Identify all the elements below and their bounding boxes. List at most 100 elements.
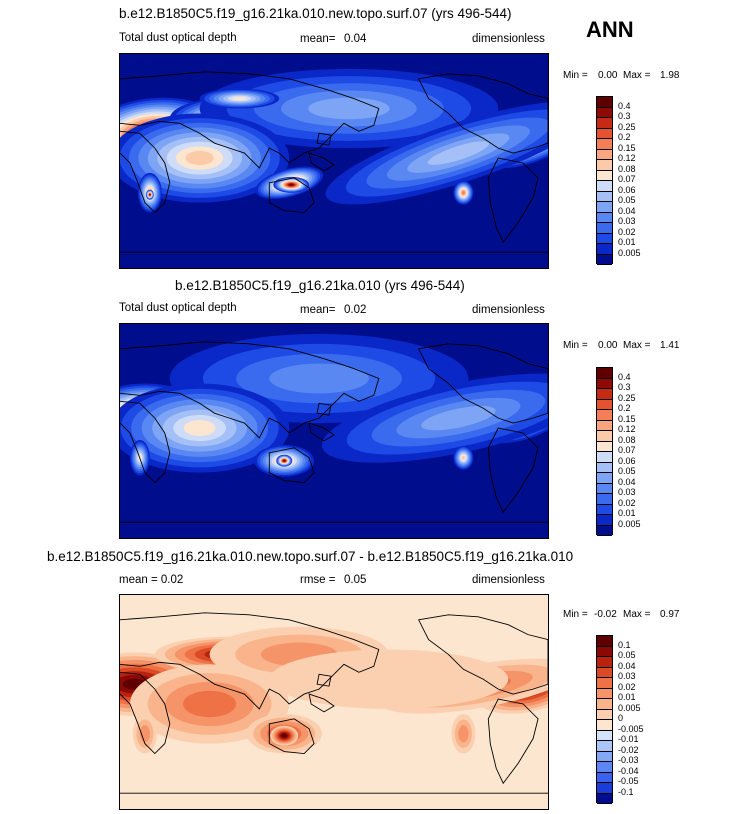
colorbar-tick-label: 0.02 [618,226,636,237]
colorbar-swatch [597,709,612,720]
coastline [268,177,315,213]
colorbar-swatch [597,483,612,494]
colorbar-tick-label: -0.04 [618,765,639,776]
coastline [120,341,380,439]
colorbar-swatch [597,525,612,536]
colorbar-tick-label: -0.01 [618,734,639,744]
colorbar-tick-label: 0.2 [618,132,631,142]
panel2-max-value: 1.41 [660,340,680,351]
panel3-mean-label: mean = 0.02 [119,574,184,586]
colorbar-tick-label: 0.06 [618,455,636,466]
colorbar-swatch [597,254,612,265]
colorbar-tick-label: 0.4 [618,371,631,382]
contour-band [427,141,490,165]
panel3-max-label: Max = [623,609,651,620]
colorbar-swatch [597,410,612,421]
coastline [308,422,335,442]
colorbar-tick-label: 0.005 [618,247,641,258]
colorbar-tick-label: 0.25 [618,121,636,132]
colorbar-tick-label: 0.04 [618,205,636,216]
colorbar-swatch [597,515,612,526]
map-field [120,324,548,538]
colorbar-tick-label: 0.2 [618,403,631,413]
coastline [120,671,171,755]
panel3-units: dimensionless [472,574,545,586]
colorbar-swatch [597,170,612,181]
colorbar-swatch [597,244,612,255]
colorbar-swatch [597,378,612,389]
panel3-title: b.e12.B1850C5.f19_g16.21ka.010.new.topo.… [47,549,574,564]
colorbar-tick-label: 0.3 [618,111,631,121]
contour-band [281,733,287,738]
contour-band [458,725,469,743]
colorbar-swatch [597,730,612,741]
colorbar-swatch [597,399,612,410]
colorbar-tick-label: 0.07 [618,174,636,184]
coastline [120,400,171,484]
panel3-max-value: 0.97 [660,609,680,620]
colorbar-swatch [597,667,612,678]
colorbar-swatch [597,699,612,710]
panel3-min-value: -0.02 [594,609,617,620]
panel1-colorbar [596,96,613,265]
colorbar-swatch [597,473,612,484]
colorbar-swatch [597,139,612,150]
colorbar-swatch [597,462,612,473]
panel2-units: dimensionless [472,304,545,316]
colorbar-tick-label: 0.12 [618,153,636,163]
colorbar-swatch [597,751,612,762]
panel2-colorbar [596,367,613,536]
coastline [308,152,335,172]
colorbar-tick-label: 0.01 [618,237,636,247]
contour-band [139,725,151,743]
colorbar-swatch [597,202,612,213]
colorbar-tick-label: 0.08 [618,163,636,174]
colorbar-swatch [597,212,612,223]
colorbar-swatch [597,97,612,108]
coastline [417,73,548,154]
contour-band [185,150,214,166]
colorbar-tick-label: 0.06 [618,184,636,195]
colorbar-swatch [597,107,612,118]
contour-band [269,363,369,394]
map-field [120,54,548,268]
panel1-min-value: 0.00 [598,70,618,81]
coastline [417,614,548,695]
coastline [487,427,539,514]
panel2-min-label: Min = [563,340,588,351]
coastline [487,157,539,244]
colorbar-tick-label: 0.15 [618,142,636,153]
colorbar-swatch [597,181,612,192]
colorbar-tick-label: 0 [618,713,624,723]
coastline [417,343,548,424]
colorbar-swatch [597,772,612,783]
panel2-title: b.e12.B1850C5.f19_g16.21ka.010 (yrs 496-… [175,278,465,293]
panel1-min-label: Min = [563,70,588,81]
coastline [120,612,380,710]
colorbar-tick-label: 0.1 [618,639,631,650]
colorbar-tick-label: 0.005 [618,702,641,713]
contour-band [269,649,509,709]
colorbar-swatch [597,191,612,202]
coastline [268,718,315,754]
colorbar-tick-label: 0.03 [618,671,636,681]
panel2-min-value: 0.00 [598,340,618,351]
colorbar-tick-label: 0.12 [618,424,636,434]
panel3-map [119,594,549,810]
colorbar-swatch [597,420,612,431]
panel1-variable-label: Total dust optical depth [119,32,237,44]
panel3-rmse-value: 0.05 [344,574,367,586]
colorbar-tick-label: 0.15 [618,413,636,424]
colorbar-swatch [597,233,612,244]
contour-band [421,405,496,431]
colorbar-swatch [597,720,612,731]
colorbar-tick-label: 0.01 [618,508,636,518]
contour-band [461,455,465,460]
colorbar-swatch [597,646,612,657]
colorbar-tick-label: 0.04 [618,476,636,487]
colorbar-swatch [597,494,612,505]
colorbar-tick-label: 0.08 [618,434,636,445]
colorbar-swatch [597,636,612,647]
coastline [308,693,335,713]
colorbar-swatch [597,741,612,752]
